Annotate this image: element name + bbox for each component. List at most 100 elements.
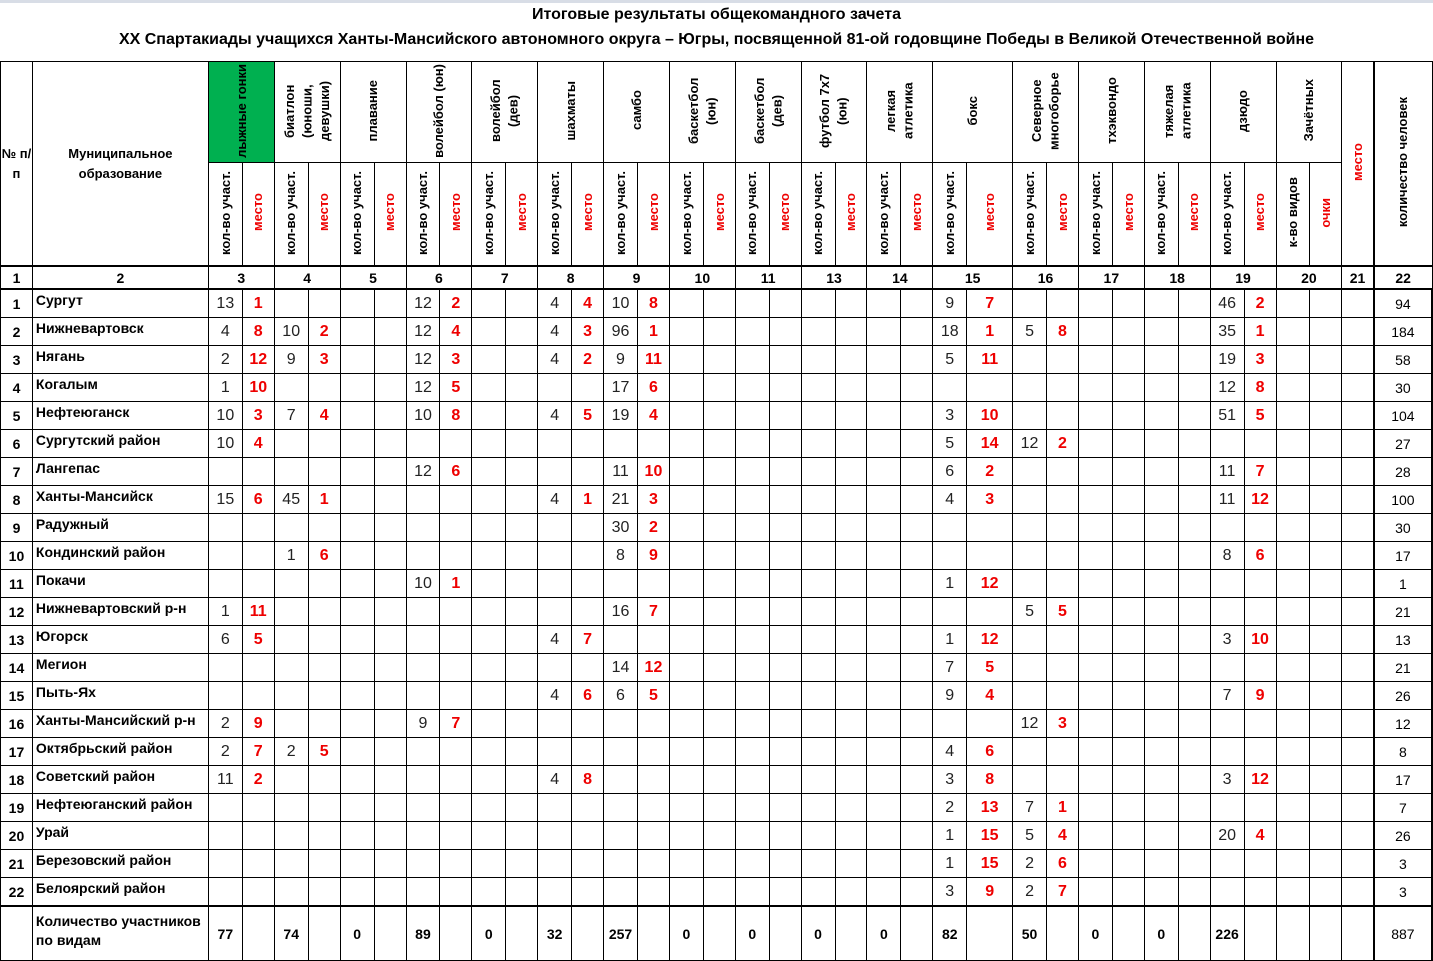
people-grand-total[interactable]: 887 [1372, 905, 1433, 961]
participant-count[interactable] [207, 541, 243, 570]
place-value[interactable]: 7 [1046, 877, 1079, 907]
participant-count[interactable] [603, 849, 638, 878]
people-total[interactable]: 3 [1372, 877, 1433, 907]
place-value[interactable] [1046, 485, 1079, 514]
participant-count[interactable] [339, 793, 375, 822]
place-value[interactable] [241, 569, 275, 598]
place-value[interactable] [1046, 288, 1079, 318]
participant-count[interactable] [800, 485, 836, 514]
participant-count[interactable] [734, 317, 770, 346]
place-value[interactable] [1111, 653, 1145, 682]
place-value[interactable] [1243, 569, 1277, 598]
place-value[interactable] [1111, 513, 1145, 542]
participant-count[interactable] [734, 457, 770, 486]
participant-count[interactable] [866, 373, 902, 402]
participant-count[interactable] [734, 793, 770, 822]
overall-place[interactable] [1341, 681, 1375, 710]
points-value[interactable] [1309, 849, 1343, 878]
participant-count[interactable] [1012, 765, 1047, 794]
place-value[interactable] [1046, 541, 1079, 570]
place-value[interactable] [571, 709, 605, 738]
participant-count[interactable] [537, 597, 573, 626]
participant-count[interactable] [339, 288, 375, 318]
place-value[interactable] [1177, 541, 1211, 570]
kinds-count[interactable] [1275, 793, 1311, 822]
participant-count[interactable]: 7 [1209, 681, 1245, 710]
place-value[interactable]: 7 [439, 709, 473, 738]
points-value[interactable] [1309, 429, 1343, 458]
participant-count[interactable] [471, 709, 507, 738]
participant-count[interactable] [471, 681, 507, 710]
place-value[interactable] [900, 737, 934, 766]
participant-count[interactable] [1077, 625, 1113, 654]
points-value[interactable] [1309, 737, 1343, 766]
participant-count[interactable] [1012, 485, 1047, 514]
overall-place[interactable] [1341, 401, 1375, 430]
people-total[interactable]: 17 [1372, 541, 1433, 570]
place-value[interactable] [900, 429, 934, 458]
participant-count[interactable] [734, 569, 770, 598]
place-value[interactable] [1111, 765, 1145, 794]
place-value[interactable] [571, 513, 605, 542]
place-value[interactable]: 6 [571, 681, 605, 710]
participant-count[interactable]: 4 [537, 288, 573, 318]
participant-count[interactable]: 1 [207, 373, 243, 402]
participant-count[interactable] [273, 429, 309, 458]
participant-count[interactable]: 5 [1012, 821, 1047, 850]
participant-count[interactable]: 96 [603, 317, 638, 346]
place-value[interactable] [702, 709, 736, 738]
overall-place[interactable] [1341, 513, 1375, 542]
place-value[interactable] [1243, 429, 1277, 458]
participant-count[interactable] [668, 373, 704, 402]
participant-count[interactable] [668, 485, 704, 514]
place-value[interactable] [571, 373, 605, 402]
participant-count[interactable] [471, 625, 507, 654]
place-value[interactable] [702, 793, 736, 822]
kinds-count[interactable] [1275, 737, 1311, 766]
participant-count[interactable] [1143, 457, 1179, 486]
participant-count[interactable] [866, 345, 902, 374]
participant-count[interactable] [1077, 513, 1113, 542]
place-value[interactable] [1111, 793, 1145, 822]
place-value[interactable]: 4 [1243, 821, 1277, 850]
place-value[interactable] [1243, 849, 1277, 878]
place-value[interactable] [505, 877, 539, 907]
place-value[interactable] [768, 877, 802, 907]
place-value[interactable] [768, 541, 802, 570]
place-value[interactable] [900, 569, 934, 598]
participant-count[interactable]: 6 [603, 681, 638, 710]
participant-count[interactable] [207, 513, 243, 542]
participant-count[interactable]: 7 [273, 401, 309, 430]
participant-count[interactable] [800, 737, 836, 766]
place-value[interactable]: 5 [439, 373, 473, 402]
overall-place[interactable] [1341, 877, 1375, 907]
place-value[interactable]: 5 [1243, 401, 1277, 430]
participant-count[interactable] [668, 541, 704, 570]
place-value[interactable]: 11 [966, 345, 1014, 374]
participant-count[interactable] [471, 317, 507, 346]
place-value[interactable]: 3 [571, 317, 605, 346]
place-value[interactable] [834, 849, 868, 878]
place-value[interactable] [834, 541, 868, 570]
place-value[interactable] [966, 709, 1014, 738]
participant-count[interactable] [537, 541, 573, 570]
participant-count[interactable] [339, 877, 375, 907]
place-value[interactable] [1111, 541, 1145, 570]
sport-total[interactable]: 0 [800, 905, 836, 961]
participant-count[interactable] [734, 877, 770, 907]
place-value[interactable] [1177, 401, 1211, 430]
place-value[interactable] [768, 681, 802, 710]
points-value[interactable] [1309, 485, 1343, 514]
place-value[interactable]: 15 [966, 849, 1014, 878]
participant-count[interactable] [1077, 457, 1113, 486]
place-value[interactable] [702, 485, 736, 514]
participant-count[interactable] [734, 709, 770, 738]
participant-count[interactable] [471, 877, 507, 907]
place-value[interactable] [1111, 429, 1145, 458]
people-total[interactable]: 94 [1372, 288, 1433, 318]
participant-count[interactable]: 3 [932, 401, 968, 430]
participant-count[interactable]: 11 [603, 457, 638, 486]
participant-count[interactable] [471, 429, 507, 458]
place-value[interactable] [1243, 597, 1277, 626]
overall-place[interactable] [1341, 709, 1375, 738]
